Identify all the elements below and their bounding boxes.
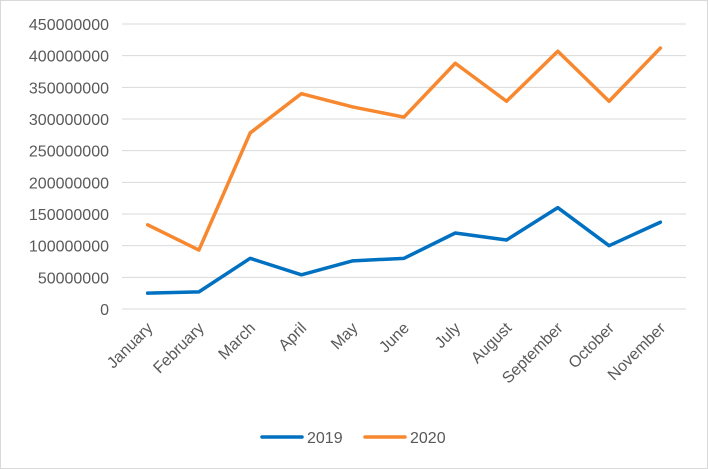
legend-label: 2020 — [410, 430, 446, 447]
y-tick-label: 100000000 — [29, 239, 109, 256]
legend-label: 2019 — [307, 430, 343, 447]
y-tick-label: 350000000 — [29, 80, 109, 97]
y-tick-label: 400000000 — [29, 49, 109, 66]
x-tick-label: February — [150, 320, 207, 377]
x-tick-label: October — [566, 319, 619, 372]
y-tick-label: 300000000 — [29, 112, 109, 129]
y-tick-label: 0 — [100, 302, 109, 319]
x-tick-label: August — [468, 319, 516, 367]
series-line-2020 — [145, 46, 663, 252]
series-line-2019 — [145, 205, 663, 295]
x-tick-label: March — [216, 320, 259, 363]
y-tick-label: 150000000 — [29, 207, 109, 224]
x-tick-label: July — [432, 320, 464, 352]
x-tick-label: January — [104, 320, 156, 372]
x-tick-label: May — [328, 320, 361, 353]
y-tick-label: 250000000 — [29, 144, 109, 161]
y-tick-label: 50000000 — [38, 270, 109, 287]
y-tick-label: 200000000 — [29, 175, 109, 192]
y-tick-label: 450000000 — [29, 17, 109, 34]
x-tick-label: June — [376, 320, 413, 357]
x-tick-label: April — [276, 320, 311, 355]
